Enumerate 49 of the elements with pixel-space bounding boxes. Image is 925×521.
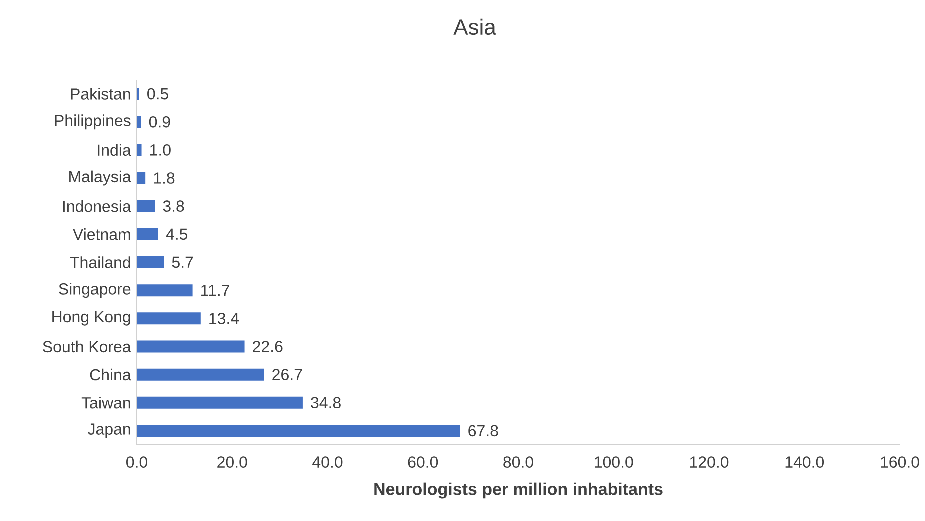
x-tick-label: 140.0 [786,456,824,468]
x-tick-label: 40.0 [312,456,343,468]
y-tick-label: India [98,144,132,156]
x-tick-label: 120.0 [690,456,729,468]
bar [137,396,303,409]
bar [137,200,156,212]
data-label: 67.8 [468,425,498,437]
y-tick-label: Japan [88,424,130,438]
bar [137,144,142,156]
bar [137,340,245,353]
bar [137,424,460,437]
bar [137,256,164,269]
data-label: 0.5 [148,88,168,100]
x-tick-label: 100.0 [595,456,634,468]
y-tick-label: China [90,368,132,381]
data-label: 1.0 [150,144,171,156]
data-label: 3.8 [163,200,184,212]
data-label: 11.7 [202,285,230,296]
data-label: 26.7 [272,369,302,380]
y-tick-label: Thailand [70,256,130,268]
bar [137,116,142,128]
bar [137,368,264,381]
data-label: 22.6 [253,341,283,352]
data-label: 34.8 [311,397,341,409]
data-label: 5.7 [172,256,194,268]
y-tick-label: Taiwan [82,397,130,409]
bar [137,228,158,240]
data-label: 4.5 [166,228,188,240]
y-tick-label: South Korea [43,340,132,353]
x-tick-label: 20.0 [218,456,248,468]
x-axis-title: Neurologists per million inhabitants [374,482,663,499]
x-tick-label: 0.0 [126,456,148,468]
x-tick-label: 160.0 [881,456,920,468]
x-tick-label: 80.0 [504,456,534,468]
y-tick-label: Malaysia [70,170,132,186]
y-tick-label: Hong Kong [52,311,130,326]
bar [137,284,193,297]
data-label: 0.9 [149,116,170,128]
y-tick-label: Philippines [55,114,131,130]
data-label: 1.8 [154,172,175,184]
data-label: 13.4 [210,312,240,324]
x-tick-label: 60.0 [408,456,438,468]
y-tick-label: Pakistan [71,88,130,100]
bar [137,312,201,325]
bar [137,172,146,184]
chart-title: Asia [454,18,496,36]
y-tick-label: Indonesia [63,200,132,212]
y-tick-label: Singapore [59,283,131,298]
y-tick-label: Vietnam [73,228,130,240]
